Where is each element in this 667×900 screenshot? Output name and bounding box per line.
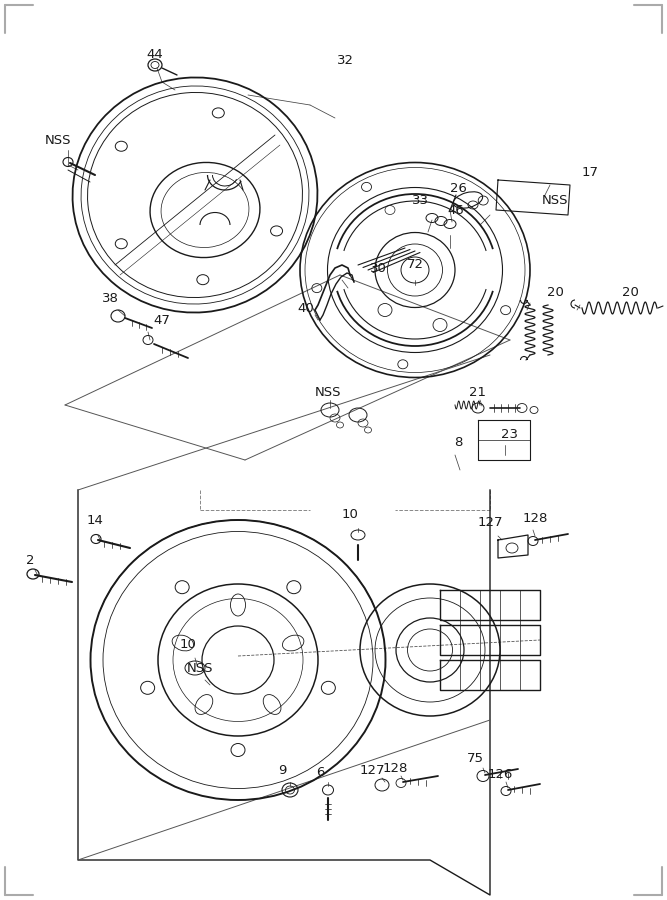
Text: NSS: NSS — [187, 662, 213, 674]
Text: 8: 8 — [454, 436, 462, 448]
Text: 9: 9 — [278, 763, 286, 777]
Text: 20: 20 — [546, 285, 564, 299]
Text: 46: 46 — [448, 203, 464, 217]
Text: 26: 26 — [450, 182, 466, 194]
Text: NSS: NSS — [542, 194, 568, 206]
Text: 32: 32 — [336, 53, 354, 67]
Text: NSS: NSS — [315, 385, 342, 399]
Text: 128: 128 — [522, 511, 548, 525]
Text: 6: 6 — [315, 766, 324, 778]
Text: 127: 127 — [360, 763, 385, 777]
Text: 75: 75 — [466, 752, 484, 764]
Text: 2: 2 — [26, 554, 34, 566]
Text: 127: 127 — [478, 516, 503, 528]
Text: 30: 30 — [370, 262, 386, 274]
Text: 10: 10 — [179, 638, 197, 652]
Text: 128: 128 — [382, 761, 408, 775]
Text: NSS: NSS — [45, 133, 71, 147]
Text: 38: 38 — [101, 292, 119, 304]
Text: 20: 20 — [622, 285, 638, 299]
Text: 126: 126 — [488, 768, 513, 780]
Text: 21: 21 — [470, 385, 486, 399]
Text: 40: 40 — [297, 302, 314, 314]
Text: 17: 17 — [582, 166, 598, 178]
Text: 33: 33 — [412, 194, 428, 206]
Text: 72: 72 — [406, 258, 424, 272]
Text: 23: 23 — [502, 428, 518, 442]
Text: 47: 47 — [153, 313, 171, 327]
Text: 14: 14 — [87, 514, 103, 526]
Text: 10: 10 — [342, 508, 358, 521]
Text: 44: 44 — [147, 49, 163, 61]
